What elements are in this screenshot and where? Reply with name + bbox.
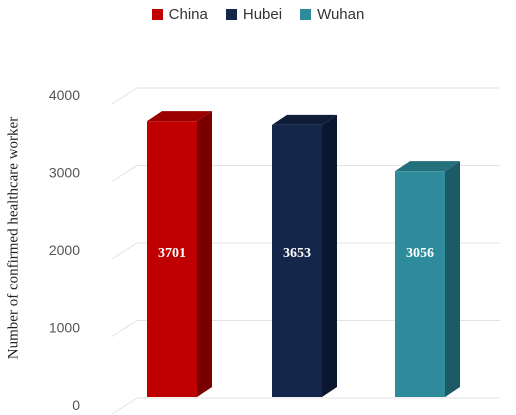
y-tick-label: 2000 bbox=[49, 242, 80, 258]
legend-item-wuhan: Wuhan bbox=[300, 6, 364, 23]
gridline bbox=[111, 165, 500, 182]
data-label: 3056 bbox=[406, 246, 434, 261]
bar-top bbox=[147, 111, 212, 122]
bar-side bbox=[322, 114, 337, 397]
gridline bbox=[111, 397, 500, 415]
bar-front bbox=[395, 171, 445, 397]
legend-item-china: China bbox=[151, 6, 208, 23]
bar-front bbox=[272, 124, 322, 397]
legend-item-hubei: Hubei bbox=[225, 6, 283, 23]
gridline bbox=[111, 242, 500, 260]
legend-swatch-wuhan bbox=[300, 9, 312, 20]
y-tick-labels: 0 1000 2000 3000 4000 bbox=[49, 87, 80, 413]
legend-label-wuhan: Wuhan bbox=[317, 6, 365, 23]
bar-wuhan bbox=[395, 161, 460, 397]
bar-top bbox=[272, 114, 337, 125]
bar-front bbox=[147, 121, 197, 398]
bar-hubei bbox=[272, 114, 337, 397]
data-label: 3653 bbox=[283, 246, 311, 261]
y-tick-label: 1000 bbox=[49, 320, 80, 336]
gridline bbox=[111, 87, 500, 105]
y-tick-label: 0 bbox=[72, 397, 80, 413]
gridline bbox=[111, 320, 500, 337]
bar-side bbox=[197, 111, 212, 398]
legend-label-hubei: Hubei bbox=[242, 6, 283, 23]
bar-side bbox=[445, 161, 460, 397]
data-label: 3701 bbox=[158, 246, 186, 261]
bar-china bbox=[147, 111, 212, 398]
y-tick-label: 4000 bbox=[49, 87, 80, 103]
y-axis-label: Number of confirmed healthcare worker bbox=[5, 116, 22, 360]
legend-label-china: China bbox=[168, 6, 208, 23]
legend-swatch-hubei bbox=[225, 9, 237, 20]
bar-top bbox=[395, 161, 460, 172]
gridlines bbox=[111, 87, 500, 415]
y-tick-label: 3000 bbox=[49, 165, 80, 181]
bars bbox=[147, 111, 460, 398]
legend-swatch-china bbox=[151, 9, 163, 20]
data-labels: 3701 3653 3056 bbox=[158, 246, 434, 261]
legend: China Hubei Wuhan bbox=[0, 6, 516, 23]
